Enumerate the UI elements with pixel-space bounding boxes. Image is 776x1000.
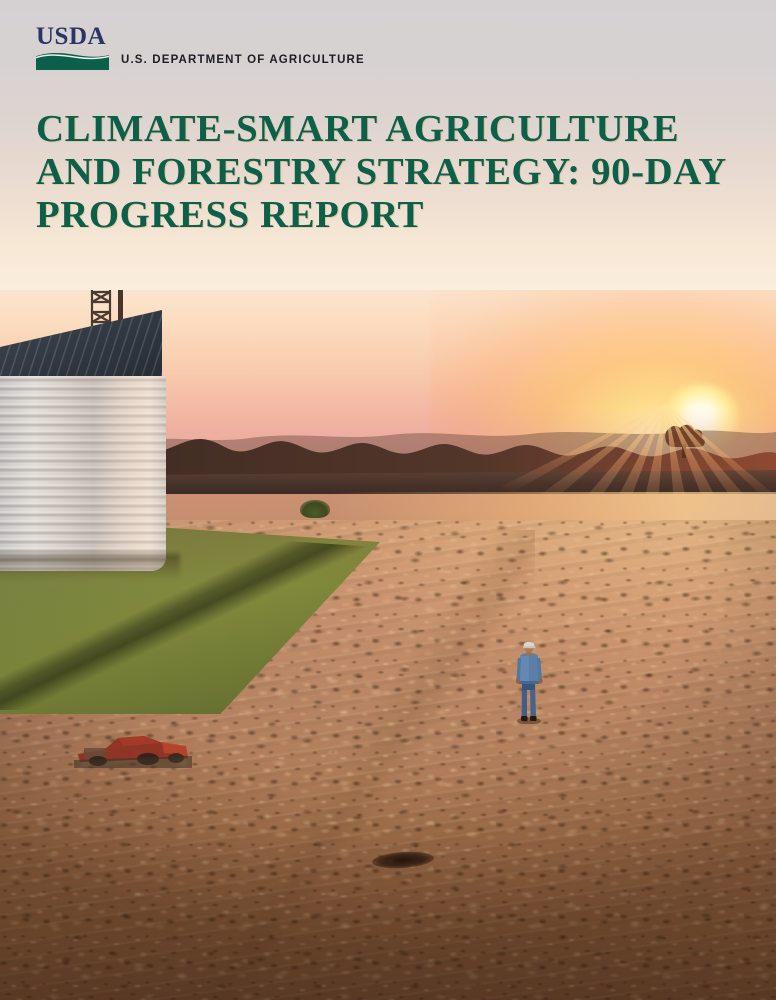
agency-name: U.S. DEPARTMENT OF AGRICULTURE: [121, 54, 365, 66]
silo-base-shadow: [0, 554, 180, 580]
farmer-figure: [512, 638, 546, 724]
silo-body: [0, 376, 166, 571]
usda-wordmark: USDA: [36, 23, 107, 50]
grain-silo: [0, 258, 196, 580]
usda-swoosh-icon: [36, 50, 109, 70]
silo-corrugation: [0, 376, 166, 571]
title-line-3: PROGRESS REPORT: [36, 194, 424, 236]
page-title: CLIMATE-SMART AGRICULTURE AND FORESTRY S…: [36, 108, 756, 237]
usda-logo: USDA: [36, 24, 109, 72]
red-farm-equipment: [74, 724, 192, 768]
cover-photograph: [0, 248, 776, 1000]
title-line-2: AND FORESTRY STRATEGY: 90-DAY: [36, 151, 727, 193]
title-line-1: CLIMATE-SMART AGRICULTURE: [36, 108, 680, 150]
cover-masthead: USDA U.S. DEPARTMENT OF AGRICULTURE CLIM…: [0, 0, 776, 290]
silo-sunlight: [0, 376, 166, 571]
usda-branding: USDA U.S. DEPARTMENT OF AGRICULTURE: [36, 24, 365, 72]
field-edge-bush: [300, 500, 330, 518]
